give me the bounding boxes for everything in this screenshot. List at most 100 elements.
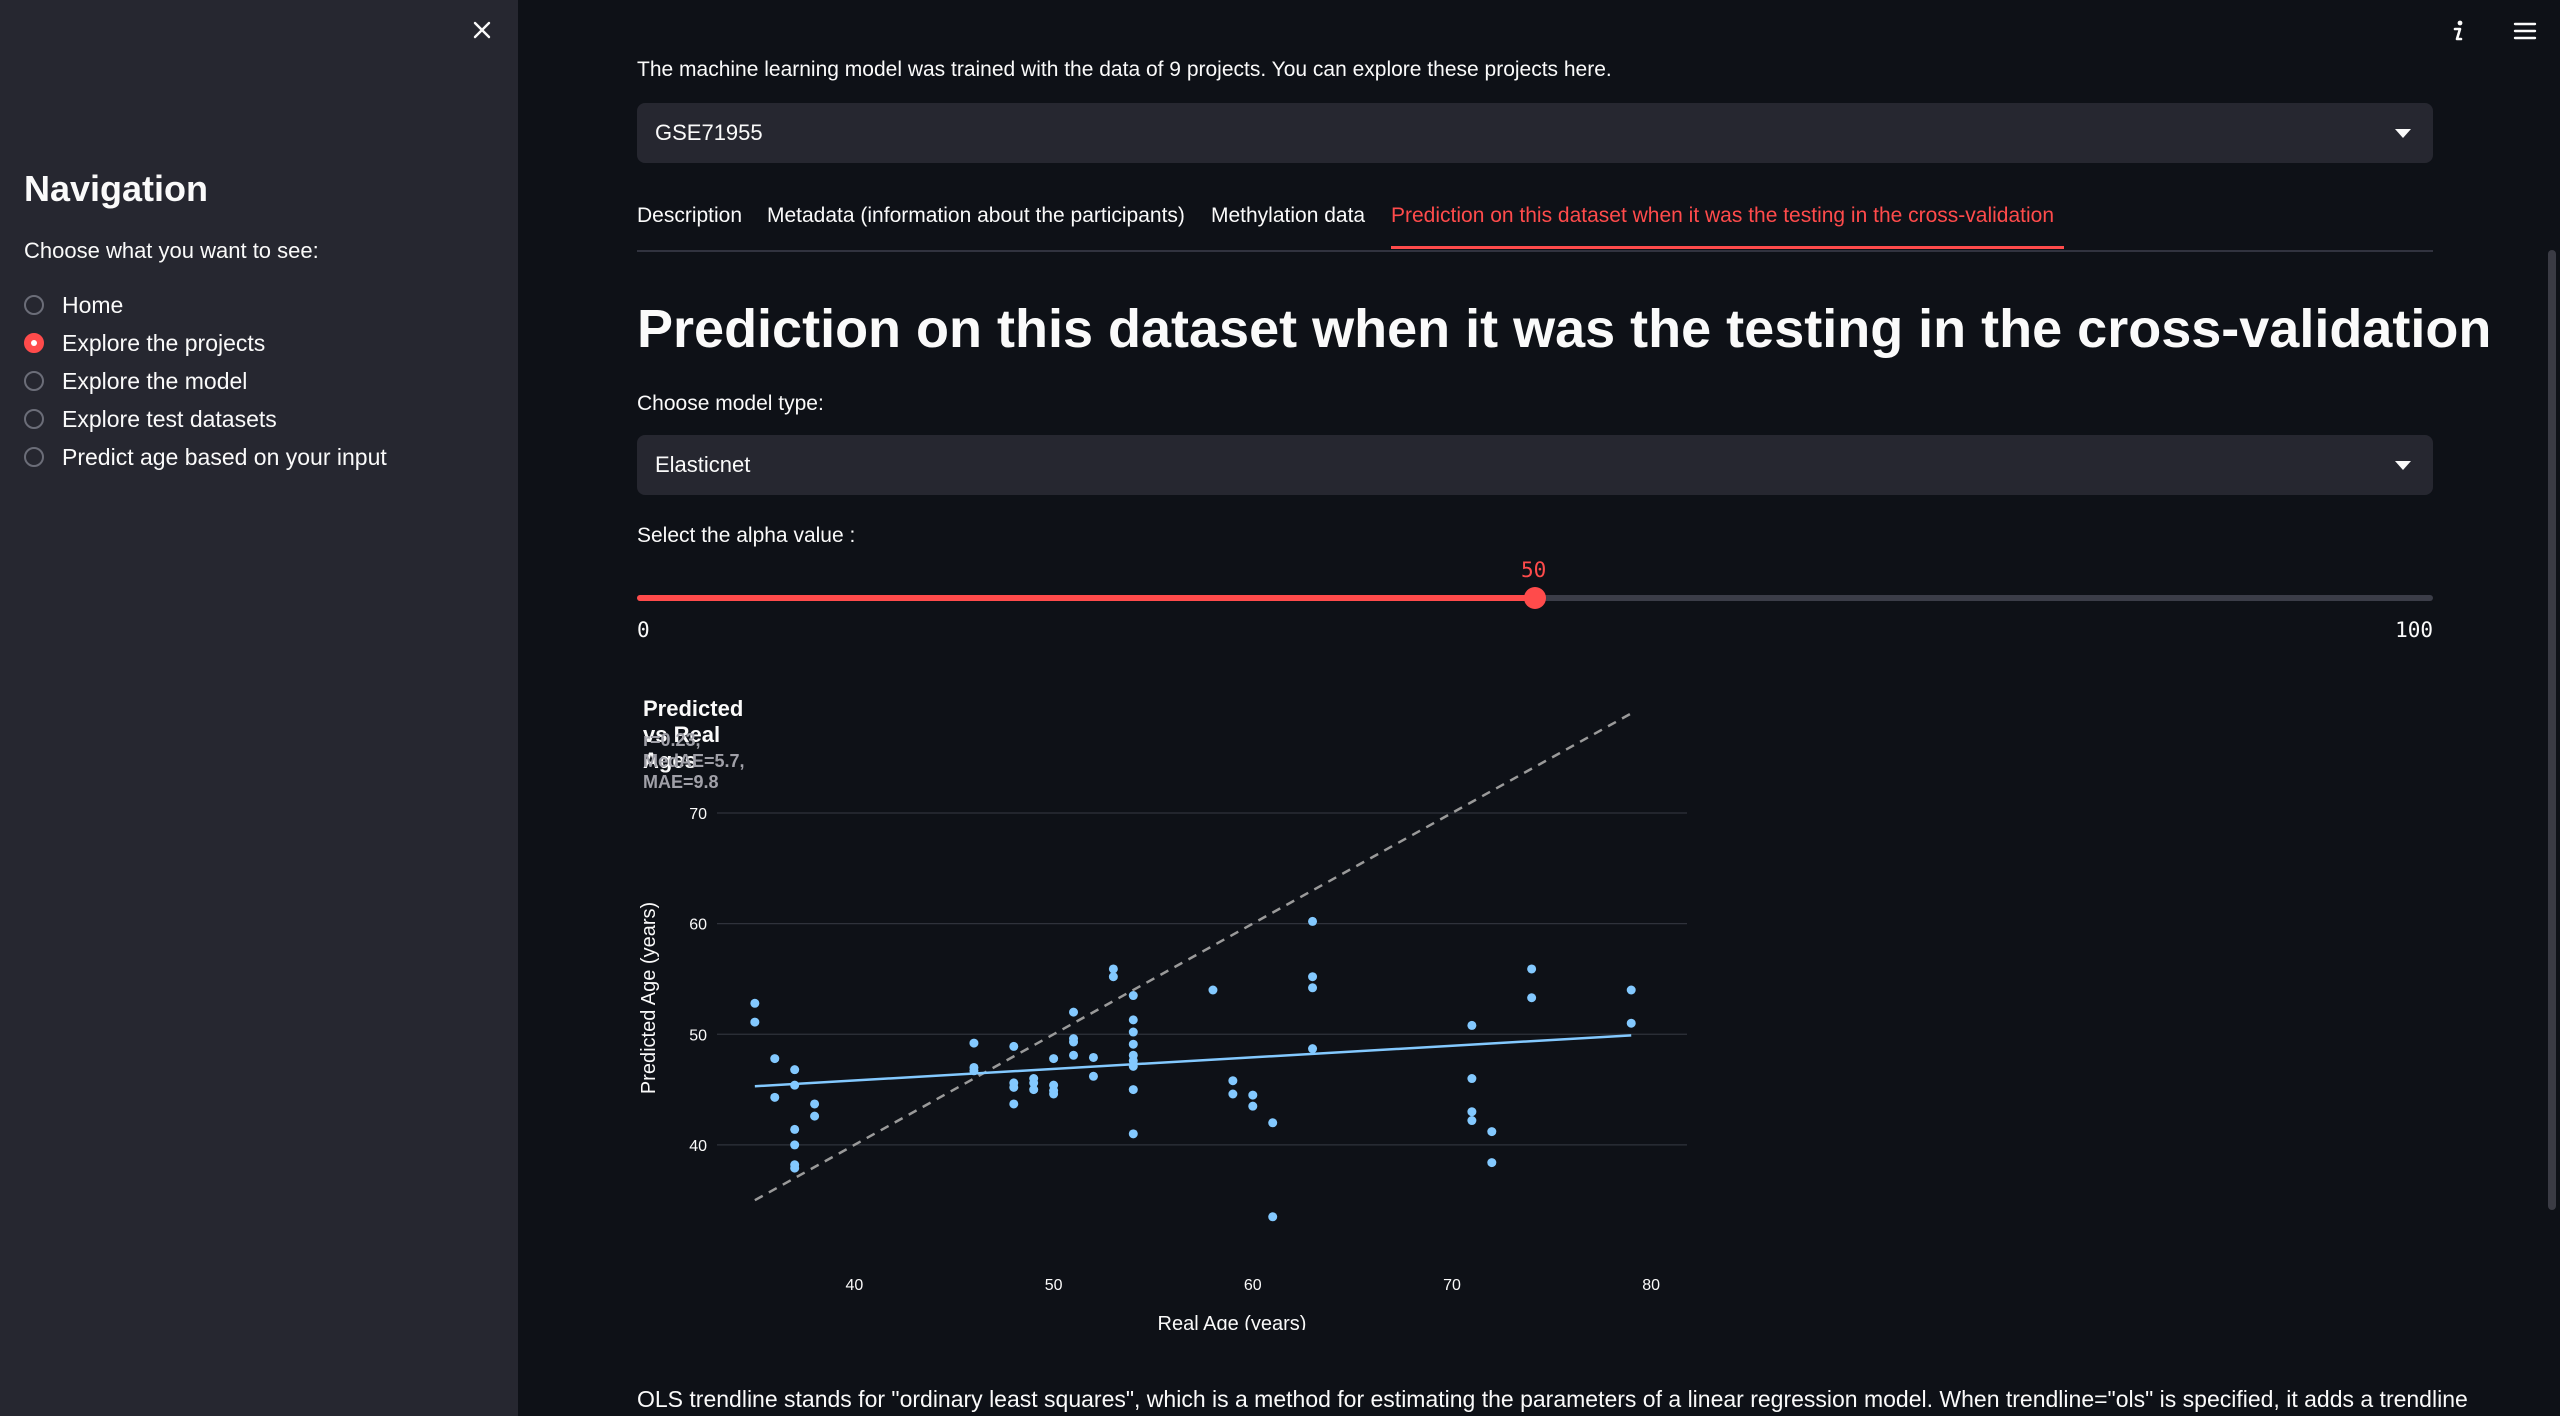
data-point xyxy=(1308,916,1318,926)
nav-option-label: Explore the projects xyxy=(62,329,266,356)
data-point xyxy=(1228,1076,1238,1086)
nav-option-predict-age-based-on-your-input[interactable]: Predict age based on your input xyxy=(24,438,387,476)
data-point xyxy=(1009,1099,1019,1109)
navigation-radio-group: Home Explore the projects Explore the mode… xyxy=(24,286,387,476)
data-point xyxy=(1487,1127,1497,1137)
tab-description[interactable]: Description xyxy=(637,204,743,227)
sidebar-title: Navigation xyxy=(24,168,209,209)
data-point xyxy=(1029,1078,1039,1088)
alpha-label: Select the alpha value : xyxy=(637,524,856,547)
data-point xyxy=(770,1054,780,1064)
data-point xyxy=(1467,1116,1477,1126)
main-menu-button[interactable] xyxy=(2510,16,2540,46)
data-point xyxy=(1108,972,1118,982)
data-point xyxy=(1128,1061,1138,1071)
nav-option-home[interactable]: Home xyxy=(24,286,387,324)
data-point xyxy=(1308,983,1318,993)
data-point xyxy=(1069,1007,1079,1017)
data-point xyxy=(1248,1101,1258,1111)
y-tick-label: 70 xyxy=(689,806,707,823)
y-tick-label: 50 xyxy=(689,1027,707,1044)
sidebar: Navigation Choose what you want to see: … xyxy=(0,0,518,1416)
data-point xyxy=(1009,1041,1019,1051)
identity-line xyxy=(754,712,1632,1202)
data-point xyxy=(750,998,760,1008)
chevron-down-icon xyxy=(2395,461,2411,470)
nav-option-label: Explore test datasets xyxy=(62,405,277,432)
ols-trendline xyxy=(754,1034,1632,1088)
info-button[interactable] xyxy=(2443,16,2473,46)
data-point xyxy=(1029,1085,1039,1095)
data-point xyxy=(1208,985,1218,995)
nav-option-label: Predict age based on your input xyxy=(62,443,387,470)
data-point xyxy=(1228,1089,1238,1099)
x-tick-label: 50 xyxy=(1045,1277,1063,1294)
project-select[interactable]: GSE71955 xyxy=(637,103,2433,163)
x-tick-label: 80 xyxy=(1642,1277,1660,1294)
x-axis-label: Real Age (years) xyxy=(1158,1313,1307,1330)
data-point xyxy=(1108,964,1118,974)
data-point xyxy=(1467,1107,1477,1117)
data-point xyxy=(1626,985,1636,995)
active-tab-indicator xyxy=(1391,246,2064,249)
x-tick-label: 60 xyxy=(1244,1277,1262,1294)
radio-button-icon[interactable] xyxy=(24,371,44,391)
data-point xyxy=(790,1065,800,1075)
intro-text: The machine learning model was trained w… xyxy=(637,58,1612,81)
data-point xyxy=(810,1099,820,1109)
sidebar-prompt: Choose what you want to see: xyxy=(24,238,319,263)
tab-methylation-data[interactable]: Methylation data xyxy=(1211,204,1366,227)
data-point xyxy=(790,1140,800,1150)
nav-option-label: Explore the model xyxy=(62,367,248,394)
page-heading: Prediction on this dataset when it was t… xyxy=(637,299,2492,359)
tab-metadata[interactable]: Metadata (information about the particip… xyxy=(767,204,1185,227)
data-point xyxy=(969,1066,979,1076)
data-point xyxy=(1088,1071,1098,1081)
data-point xyxy=(1128,1129,1138,1139)
data-point xyxy=(1308,1044,1318,1054)
data-point xyxy=(969,1038,979,1048)
radio-button-icon[interactable] xyxy=(24,333,44,353)
data-point xyxy=(1268,1212,1278,1222)
chart-title: Predicted vs Real Ages xyxy=(643,696,744,773)
close-sidebar-button[interactable] xyxy=(466,14,498,46)
slider-thumb[interactable] xyxy=(1524,587,1546,609)
data-point xyxy=(1128,1085,1138,1095)
tab-prediction[interactable]: Prediction on this dataset when it was t… xyxy=(1391,204,2055,227)
y-tick-label: 40 xyxy=(689,1138,707,1155)
tab-bar: Description Metadata (information about … xyxy=(637,200,2433,252)
data-point xyxy=(1128,1027,1138,1037)
ols-explanation-text: OLS trendline stands for "ordinary least… xyxy=(637,1386,2468,1412)
info-icon xyxy=(2453,20,2463,41)
data-point xyxy=(1248,1090,1258,1100)
radio-button-icon[interactable] xyxy=(24,447,44,467)
model-type-label: Choose model type: xyxy=(637,392,824,415)
data-point xyxy=(1268,1118,1278,1128)
y-axis-label: Predicted Age (years) xyxy=(638,902,660,1094)
radio-button-icon[interactable] xyxy=(24,295,44,315)
slider-value: 50 xyxy=(1521,558,1547,582)
data-point xyxy=(1069,1037,1079,1047)
data-point xyxy=(1527,964,1537,974)
data-point xyxy=(790,1163,800,1173)
data-point xyxy=(1049,1054,1059,1064)
data-point xyxy=(1467,1020,1477,1030)
chart-subtitle: r=0.23, MedAE=5.7, MAE=9.8 xyxy=(643,730,745,792)
nav-option-explore-test-datasets[interactable]: Explore test datasets xyxy=(24,400,387,438)
chevron-down-icon xyxy=(2395,129,2411,138)
data-point xyxy=(1069,1050,1079,1060)
scrollbar[interactable] xyxy=(2548,250,2556,1210)
nav-option-explore-the-model[interactable]: Explore the model xyxy=(24,362,387,400)
hamburger-menu-icon xyxy=(2513,22,2537,40)
data-point xyxy=(1049,1089,1059,1099)
data-point xyxy=(1467,1074,1477,1084)
nav-option-label: Home xyxy=(62,291,124,318)
data-point xyxy=(1128,1039,1138,1049)
data-point xyxy=(1009,1082,1019,1092)
slider-fill xyxy=(637,595,1535,601)
y-tick-label: 60 xyxy=(689,917,707,934)
data-point xyxy=(1308,972,1318,982)
radio-button-icon[interactable] xyxy=(24,409,44,429)
nav-option-explore-the-projects[interactable]: Explore the projects xyxy=(24,324,387,362)
model-type-select[interactable]: Elasticnet xyxy=(637,435,2433,495)
